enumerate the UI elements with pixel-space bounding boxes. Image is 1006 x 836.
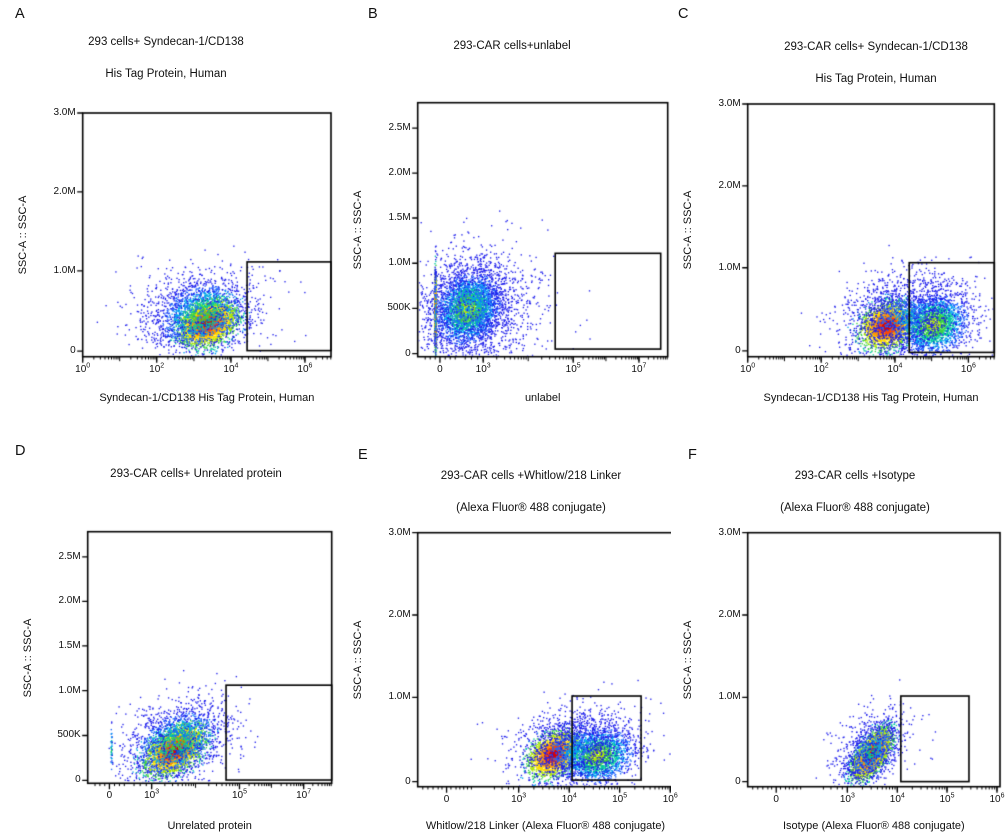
x-tick-label: 104 [561, 792, 577, 805]
panel-a: A 293 cells+ Syndecan-1/CD138 His Tag Pr… [0, 0, 336, 418]
panel-f-plot-canvas [670, 418, 1006, 836]
y-tick-label: 2.0M [388, 608, 411, 620]
y-tick-label: 2.0M [388, 167, 411, 179]
panel-a-plot-canvas [0, 0, 336, 418]
x-tick-label: 105 [565, 362, 581, 375]
x-tick-label: 0 [773, 793, 779, 805]
x-tick-label: 104 [887, 362, 903, 375]
x-tick-label: 103 [839, 792, 855, 805]
x-tick-label: 107 [631, 362, 647, 375]
x-tick-label: 106 [989, 792, 1005, 805]
y-tick-label: 3.0M [53, 107, 76, 118]
panel-f: F 293-CAR cells +Isotype (Alexa Fluor® 4… [670, 418, 1006, 836]
y-tick-label: 3.0M [388, 526, 411, 538]
x-tick-label: 104 [889, 792, 905, 805]
y-tick-label: 3.0M [718, 98, 741, 109]
y-tick-label: 1.5M [388, 212, 411, 224]
x-tick-label: 107 [296, 788, 312, 802]
panel-d-x-axis-label: Unrelated protein [167, 820, 252, 832]
panel-e-plot-canvas [335, 418, 671, 836]
y-tick-label: 2.0M [718, 608, 741, 620]
x-tick-label: 103 [144, 788, 160, 802]
x-tick-label: 0 [443, 793, 450, 805]
panel-a-x-axis-label: Syndecan-1/CD138 His Tag Protein, Human [99, 392, 315, 404]
x-tick-label: 102 [149, 362, 165, 375]
y-tick-label: 0 [735, 775, 741, 787]
panel-e: E 293-CAR cells +Whitlow/218 Linker (Ale… [335, 418, 678, 836]
y-tick-label: 1.5M [58, 639, 81, 651]
x-tick-label: 0 [437, 363, 443, 375]
panel-b-x-axis-label: unlabel [524, 392, 561, 404]
y-tick-label: 2.5M [58, 550, 81, 562]
panel-e-x-axis-label: Whitlow/218 Linker (Alexa Fluor® 488 con… [425, 820, 666, 832]
x-tick-label: 105 [939, 792, 955, 805]
x-tick-label: 106 [297, 362, 313, 375]
x-tick-label: 105 [231, 788, 247, 802]
y-tick-label: 2.0M [718, 179, 741, 191]
y-tick-label: 1.0M [718, 261, 741, 273]
y-tick-label: 0 [75, 774, 81, 786]
x-tick-label: 102 [813, 362, 829, 375]
y-tick-label: 2.5M [388, 122, 411, 134]
y-tick-label: 2.0M [58, 595, 81, 607]
panel-c-x-axis-label: Syndecan-1/CD138 His Tag Protein, Human [763, 392, 979, 404]
panel-b-plot-canvas [335, 0, 671, 418]
x-tick-label: 104 [223, 362, 239, 375]
y-tick-label: 3.0M [718, 526, 741, 538]
y-tick-label: 2.0M [53, 185, 76, 197]
x-tick-label: 103 [475, 362, 491, 375]
y-tick-label: 500K [57, 729, 81, 741]
y-tick-label: 0 [405, 347, 411, 359]
y-tick-label: 1.0M [53, 264, 76, 276]
x-tick-label: 100 [75, 362, 91, 375]
panel-f-x-axis-label: Isotype (Alexa Fluor® 488 conjugate) [782, 820, 965, 832]
x-tick-label: 0 [106, 790, 113, 802]
y-tick-label: 1.0M [388, 257, 411, 269]
x-tick-label: 106 [960, 362, 976, 375]
y-tick-label: 500K [387, 302, 411, 314]
y-tick-label: 0 [405, 775, 411, 787]
y-tick-label: 1.0M [718, 691, 741, 703]
x-tick-label: 105 [612, 792, 628, 805]
x-tick-label: 103 [511, 792, 527, 805]
panel-d-plot-canvas [0, 418, 336, 836]
y-tick-label: 1.0M [388, 691, 411, 703]
panel-c-plot-canvas [670, 0, 1006, 418]
x-tick-label: 100 [740, 362, 756, 375]
y-tick-label: 0 [70, 345, 76, 357]
panel-b: B 293-CAR cells+unlabel SSC-A :: SSC-A u… [335, 0, 671, 418]
y-tick-label: 0 [735, 344, 741, 356]
panel-d: D 293-CAR cells+ Unrelated protein SSC-A… [0, 418, 336, 836]
y-tick-label: 1.0M [58, 684, 81, 696]
panel-c: C 293-CAR cells+ Syndecan-1/CD138 His Ta… [670, 0, 1006, 418]
